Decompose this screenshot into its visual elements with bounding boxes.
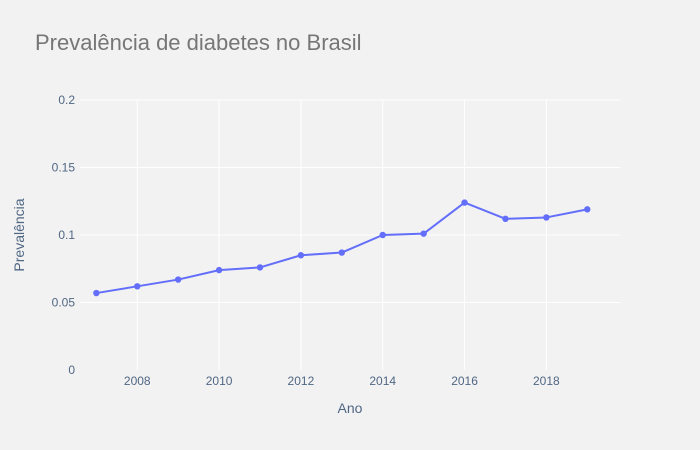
x-tick-label: 2012 <box>288 374 315 388</box>
y-tick-label: 0 <box>68 363 75 377</box>
data-point[interactable] <box>174 276 182 283</box>
grid-layer <box>80 99 620 370</box>
data-point[interactable] <box>379 231 386 239</box>
x-tick-label: 2010 <box>206 374 233 388</box>
data-point[interactable] <box>256 264 264 271</box>
data-point[interactable] <box>420 230 427 237</box>
x-tick-label: 2016 <box>451 374 478 388</box>
x-tick-label: 2014 <box>369 374 396 388</box>
data-point[interactable] <box>338 249 346 256</box>
y-tick-label: 0.1 <box>58 228 75 242</box>
y-axis-ticks: 0 0.05 0.1 0.15 0.2 <box>52 93 76 377</box>
x-tick-label: 2008 <box>124 374 151 388</box>
y-tick-label: 0.15 <box>52 161 76 175</box>
x-tick-label: 2018 <box>533 374 560 388</box>
x-axis-ticks: 2008 2010 2012 2014 2016 2018 <box>124 374 560 388</box>
data-point[interactable] <box>543 214 550 221</box>
data-point[interactable] <box>93 289 100 297</box>
x-axis-title: Ano <box>338 400 363 416</box>
chart-title: Prevalência de diabetes no Brasil <box>35 30 362 55</box>
y-tick-label: 0.2 <box>58 93 75 107</box>
data-point[interactable] <box>584 206 591 213</box>
series-line <box>96 201 588 295</box>
data-point[interactable] <box>297 252 305 259</box>
data-point[interactable] <box>134 283 141 290</box>
y-tick-label: 0.05 <box>52 296 76 310</box>
data-point[interactable] <box>502 215 509 222</box>
data-point[interactable] <box>461 199 468 206</box>
y-axis-title: Prevalência <box>11 198 27 271</box>
series-layer <box>93 199 591 297</box>
data-point[interactable] <box>215 266 223 274</box>
